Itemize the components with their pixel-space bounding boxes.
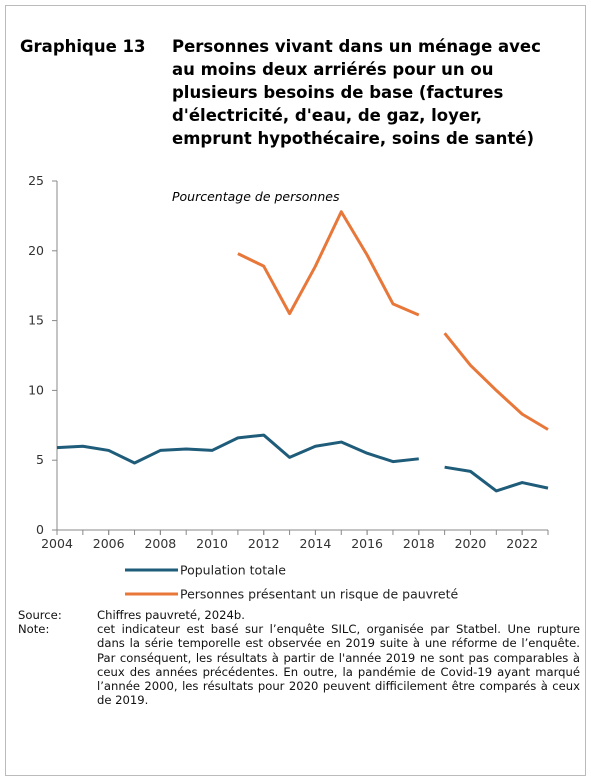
- source: Chiffres pauvreté, 2024b.: [97, 608, 245, 622]
- source-label: Source:: [18, 608, 62, 622]
- chart-label: Graphique 13: [20, 37, 145, 56]
- note: cet indicateur est basé sur l’enquête SI…: [97, 622, 580, 708]
- x-tick-label: 2018: [403, 536, 435, 551]
- note-row: Note: cet indicateur est basé sur l’enquê…: [18, 622, 580, 707]
- x-tick-label: 2022: [506, 536, 538, 551]
- series-line: [56, 433, 419, 465]
- series-line: [444, 465, 549, 493]
- x-tick-label: 2006: [93, 536, 125, 551]
- series-line: [443, 332, 549, 431]
- x-tick-label: 2016: [351, 536, 383, 551]
- chart-title: Personnes vivant dans un ménage avec: [172, 37, 541, 56]
- note-label: Note:: [18, 622, 50, 637]
- chart-title: emprunt hypothécaire, soins de santé): [172, 129, 534, 148]
- y-tick-label: 15: [28, 313, 44, 328]
- y-tick-label: 10: [28, 382, 44, 397]
- x-tick-label: 2008: [144, 536, 176, 551]
- y-tick-label: 25: [28, 173, 44, 188]
- footnotes: Source: Chiffres pauvreté, 2024b. Note: ce…: [18, 608, 580, 707]
- y-tick-label: 5: [36, 452, 44, 467]
- legend-label: Personnes présentant un risque de pauvre…: [180, 587, 459, 602]
- frame: [5, 5, 586, 776]
- chart-title: au moins deux arriérés pour un ou: [172, 60, 494, 79]
- source-row: Source: Chiffres pauvreté, 2024b.: [18, 608, 580, 622]
- chart-title: plusieurs besoins de base (factures: [172, 83, 504, 102]
- chart-title: d'électricité, d'eau, de gaz, loyer,: [172, 106, 482, 125]
- legend-label: Population totale: [180, 563, 286, 578]
- subtitle: Pourcentage de personnes: [172, 189, 340, 204]
- x-tick-label: 2010: [196, 536, 228, 551]
- y-tick-label: 20: [28, 243, 44, 258]
- x-tick-label: 2014: [300, 536, 332, 551]
- y-tick-label: 0: [36, 522, 44, 537]
- x-tick-label: 2004: [41, 536, 73, 551]
- series-line: [237, 210, 420, 317]
- x-tick-label: 2020: [455, 536, 487, 551]
- x-tick-label: 2012: [248, 536, 280, 551]
